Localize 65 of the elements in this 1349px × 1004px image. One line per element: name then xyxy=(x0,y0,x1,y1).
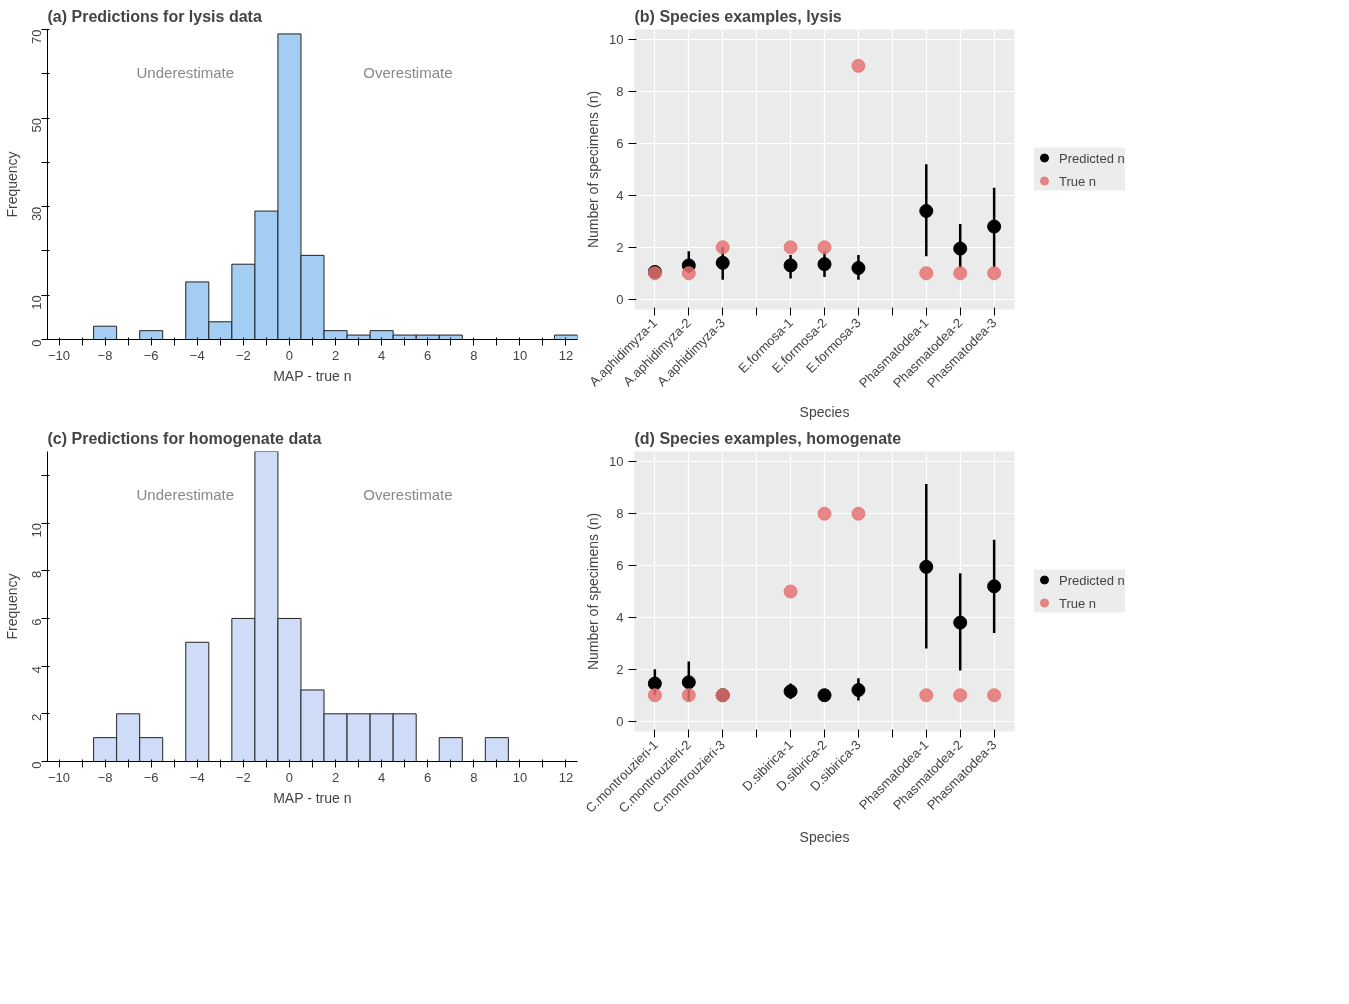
y-axis-title: Number of specimens (n) xyxy=(585,90,602,249)
chart-title: (b) Species examples, lysis xyxy=(634,7,842,25)
y-axis-title: Frequency xyxy=(3,573,20,640)
y-tick-label: 2 xyxy=(616,239,624,255)
annotation: Underestimate xyxy=(136,486,235,504)
y-tick-label: 10 xyxy=(609,32,624,48)
legend-label: Predicted n xyxy=(1059,150,1125,165)
y-tick-label: 4 xyxy=(616,187,624,203)
x-tick-label: −10 xyxy=(48,347,71,363)
y-tick-label: 2 xyxy=(616,661,624,677)
y-tick-label: 4 xyxy=(616,609,624,625)
annotation: Overestimate xyxy=(363,64,453,82)
x-tick-label: 4 xyxy=(378,347,386,363)
y-tick-label: 0 xyxy=(616,713,624,729)
y-axis-title: Number of specimens (n) xyxy=(585,512,602,671)
chart-title: (d) Species examples, homogenate xyxy=(634,429,902,447)
x-tick-label: −4 xyxy=(189,347,205,363)
y-tick-label: 6 xyxy=(616,136,624,152)
x-tick-label: −6 xyxy=(143,769,159,785)
legend-label: Predicted n xyxy=(1059,572,1125,587)
x-axis-title: Species xyxy=(799,403,850,420)
x-tick-label: 10 xyxy=(512,347,528,363)
x-tick-label: 4 xyxy=(378,769,386,785)
y-tick-label: 6 xyxy=(616,558,624,574)
x-tick-label: 12 xyxy=(558,347,574,363)
x-tick-label: 2 xyxy=(331,769,340,785)
y-tick-label: 8 xyxy=(616,506,624,522)
chart-title: (a) Predictions for lysis data xyxy=(47,7,262,25)
annotation: Underestimate xyxy=(136,64,235,82)
x-tick-label: 0 xyxy=(285,347,294,363)
x-tick-label: 6 xyxy=(424,347,432,363)
x-tick-label: 0 xyxy=(285,769,294,785)
x-axis-title: Species xyxy=(799,829,850,846)
x-tick-label: 10 xyxy=(512,769,528,785)
x-tick-label: −8 xyxy=(97,347,113,363)
y-tick-label: 6 xyxy=(29,618,44,626)
y-tick-label: 0 xyxy=(616,291,624,307)
y-tick-label: 10 xyxy=(609,454,624,470)
x-tick-label: −2 xyxy=(235,769,251,785)
chart-title: (c) Predictions for homogenate data xyxy=(47,429,322,447)
x-tick-label: −4 xyxy=(189,769,205,785)
y-tick-label: 4 xyxy=(29,666,44,674)
x-tick-label: 2 xyxy=(331,347,340,363)
legend-label: True n xyxy=(1059,173,1097,188)
x-tick-label: −6 xyxy=(143,347,159,363)
y-tick-label: 10 xyxy=(29,523,44,538)
legend-label: True n xyxy=(1059,595,1097,610)
x-axis-title: MAP - true n xyxy=(273,789,352,806)
y-tick-label: 50 xyxy=(29,118,44,133)
y-tick-label: 70 xyxy=(29,29,44,44)
y-tick-label: 30 xyxy=(29,206,44,222)
annotation: Overestimate xyxy=(363,486,453,504)
x-tick-label: −8 xyxy=(97,769,113,785)
x-axis-title: MAP - true n xyxy=(273,367,352,384)
x-tick-label: 6 xyxy=(424,769,432,785)
y-tick-label: 2 xyxy=(29,713,44,722)
y-tick-label: 8 xyxy=(616,84,624,100)
y-axis-title: Frequency xyxy=(3,151,20,218)
x-tick-label: 8 xyxy=(470,769,478,785)
x-tick-label: −10 xyxy=(48,769,71,785)
x-tick-label: −2 xyxy=(235,347,251,363)
x-tick-label: 12 xyxy=(558,769,574,785)
y-tick-label: 8 xyxy=(29,570,44,578)
y-tick-label: 10 xyxy=(29,295,44,310)
x-tick-label: 8 xyxy=(470,347,478,363)
